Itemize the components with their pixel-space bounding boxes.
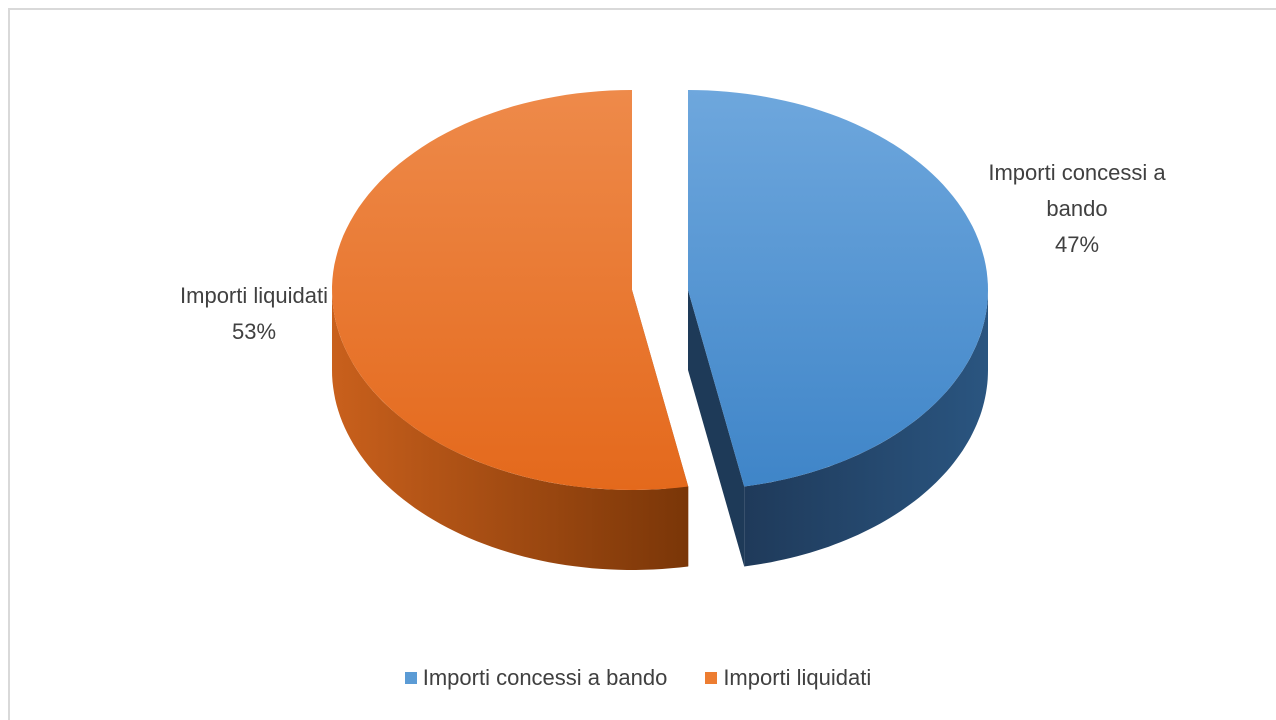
data-label-line: Importi liquidati <box>180 283 328 308</box>
data-label-line: bando <box>1046 196 1107 221</box>
data-label-importi-liquidati: Importi liquidati 53% <box>180 283 328 344</box>
legend-item-importi-concessi[interactable]: Importi concessi a bando <box>404 665 668 691</box>
legend-swatch-blue <box>404 672 417 684</box>
legend-label: Importi concessi a bando <box>422 665 668 690</box>
slice-importi-concessi <box>688 90 988 487</box>
legend-item-importi-liquidati[interactable]: Importi liquidati <box>705 665 871 691</box>
chart-legend: Importi concessi a bando Importi liquida… <box>0 665 1276 691</box>
slice-side-importi-liquidati <box>332 290 689 570</box>
slice-side-importi-concessi <box>744 290 988 567</box>
data-label-line: 53% <box>232 319 276 344</box>
slice-side-cut-importi-concessi <box>688 290 745 567</box>
slice-importi-liquidati <box>332 90 689 490</box>
legend-swatch-orange <box>705 672 718 684</box>
data-label-line: 47% <box>1055 232 1099 257</box>
data-label-line: Importi concessi a <box>988 160 1166 185</box>
data-label-importi-concessi: Importi concessi a bando 47% <box>988 160 1166 257</box>
legend-label: Importi liquidati <box>723 665 872 690</box>
